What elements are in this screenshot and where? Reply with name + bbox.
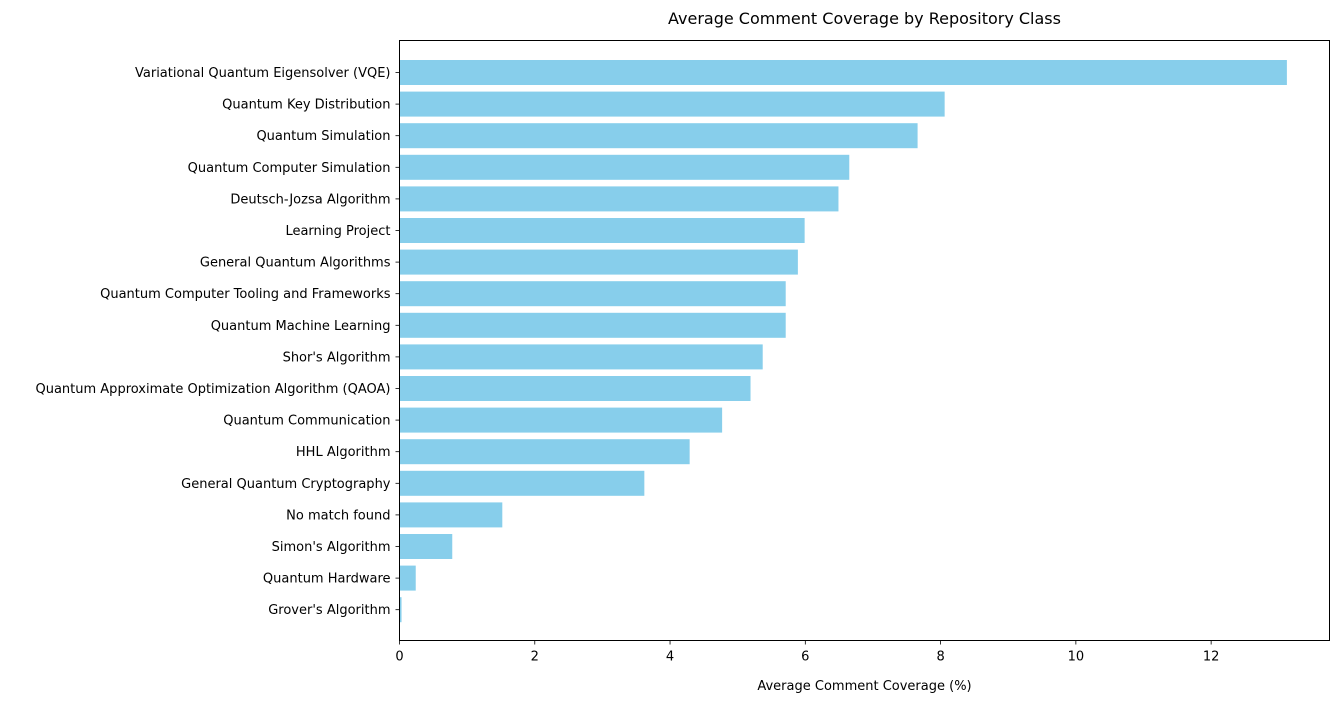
x-axis-label: Average Comment Coverage (%)	[757, 679, 971, 694]
y-tick-label: Grover's Algorithm	[268, 603, 390, 618]
bar	[399, 91, 945, 117]
y-tick-label: Deutsch-Jozsa Algorithm	[230, 192, 390, 207]
bar	[399, 312, 786, 338]
y-tick-label: HHL Algorithm	[296, 445, 391, 460]
y-tick-label: No match found	[286, 508, 390, 523]
x-tick-label: 10	[1068, 650, 1085, 665]
y-tick-label: Quantum Approximate Optimization Algorit…	[35, 382, 390, 397]
x-tick-label: 4	[666, 650, 674, 665]
bar	[399, 60, 1287, 85]
bar	[399, 407, 723, 433]
y-tick-label: Quantum Computer Tooling and Frameworks	[100, 287, 391, 302]
bar	[399, 534, 453, 559]
bar	[399, 597, 402, 623]
bar	[399, 565, 416, 591]
bar	[399, 376, 751, 401]
y-tick-label: Variational Quantum Eigensolver (VQE)	[135, 66, 391, 81]
x-tick-label: 12	[1203, 650, 1220, 665]
bars-group	[399, 60, 1287, 623]
bar	[399, 154, 850, 180]
bar	[399, 123, 918, 149]
y-tick-label: General Quantum Cryptography	[181, 477, 391, 492]
bar	[399, 439, 690, 465]
x-tick-label: 6	[801, 650, 809, 665]
chart-title: Average Comment Coverage by Repository C…	[668, 9, 1061, 28]
y-tick-label: Learning Project	[285, 224, 390, 239]
y-tick-label: Quantum Machine Learning	[211, 319, 391, 334]
y-tick-label: Quantum Hardware	[263, 572, 391, 587]
y-tick-label: Quantum Simulation	[256, 129, 390, 144]
bar	[399, 281, 786, 307]
y-tick-label: Simon's Algorithm	[272, 540, 391, 555]
y-tick-label: Quantum Key Distribution	[222, 98, 390, 113]
x-tick-label: 2	[531, 650, 539, 665]
bar	[399, 344, 763, 370]
bar	[399, 470, 645, 496]
y-axis: Variational Quantum Eigensolver (VQE) Qua…	[35, 66, 400, 618]
y-tick-label: Shor's Algorithm	[283, 350, 391, 365]
bar	[399, 249, 798, 275]
x-tick-label: 0	[395, 650, 403, 665]
x-axis: 0 2 4 6 8 10 12	[395, 640, 1220, 665]
bar	[399, 186, 839, 212]
y-tick-label: General Quantum Algorithms	[200, 256, 391, 271]
bar	[399, 502, 503, 528]
y-tick-label: Quantum Communication	[223, 414, 390, 429]
y-tick-label: Quantum Computer Simulation	[188, 161, 391, 176]
x-tick-label: 8	[936, 650, 944, 665]
bar	[399, 218, 805, 243]
plot-frame	[399, 40, 1330, 641]
